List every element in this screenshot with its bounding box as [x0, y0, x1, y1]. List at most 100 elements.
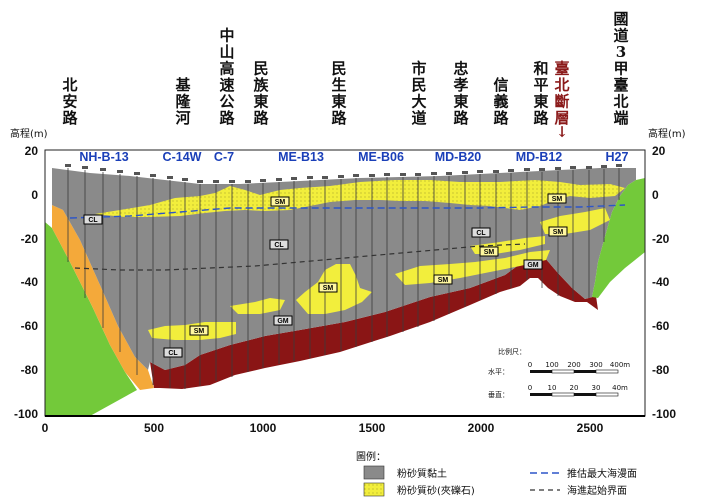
x-tick-2000: 2000 — [468, 421, 495, 435]
gm-label-2: GM — [527, 262, 538, 269]
y-axis-ticks-left: 20 0 -20 -40 -60 -80 -100 — [14, 144, 38, 421]
road-label-1: 北安路 — [62, 76, 78, 127]
sm-label-7: SM — [194, 328, 205, 335]
y-tick-left-m40: -40 — [21, 275, 39, 289]
h-scale-tick-2: 200 — [567, 361, 580, 369]
borehole-cap-12 — [245, 180, 251, 183]
borehole-cap-21 — [384, 173, 390, 176]
v-scale-tick-0: 0 — [528, 384, 532, 392]
x-tick-1500: 1500 — [359, 421, 386, 435]
borehole-cap-35 — [601, 165, 607, 168]
cl-box-4 — [163, 347, 183, 358]
cl-label-2: CL — [274, 242, 284, 249]
sm-box-1 — [270, 196, 290, 207]
sm-box-6 — [318, 282, 338, 293]
borehole-label-6: MD-B20 — [435, 150, 482, 164]
y-tick-right-m20: -20 — [652, 232, 670, 246]
borehole-cap-13 — [260, 179, 266, 182]
borehole-cap-24 — [431, 172, 437, 175]
borehole-cap-6 — [150, 174, 156, 177]
v-scale-tick-2: 20 — [570, 384, 579, 392]
cl-box-2 — [269, 239, 289, 250]
y-tick-left-m60: -60 — [21, 319, 39, 333]
borehole-cap-9 — [197, 180, 203, 183]
legend-clay-swatch — [363, 465, 385, 480]
cl-label-4: CL — [168, 350, 178, 357]
left-axis-title: 高程(m) — [10, 127, 48, 140]
borehole-cap-19 — [353, 174, 359, 177]
h-scale-tick-0: 0 — [528, 361, 532, 369]
sm-box-2 — [547, 193, 567, 204]
borehole-cap-31 — [539, 168, 545, 171]
road-label-7: 忠孝東路 — [452, 60, 469, 128]
borehole-cap-16 — [307, 176, 313, 179]
borehole-cap-5 — [134, 172, 140, 175]
borehole-cap-27 — [477, 170, 483, 173]
horizontal-scale-bar — [530, 369, 619, 374]
sand-lens-small — [230, 298, 285, 314]
y-tick-right-0: 0 — [652, 188, 659, 202]
sm-label-4: SM — [484, 249, 495, 256]
fault-arrow: ↓ — [556, 123, 569, 141]
sm-box-7 — [189, 325, 209, 336]
h-scale-tick-3: 300 — [589, 361, 602, 369]
road-label-3: 中山高速公路 — [219, 27, 235, 128]
v-scale-tick-4: 40m — [612, 384, 628, 392]
borehole-cap-8 — [182, 178, 188, 181]
road-label-2: 基隆河 — [174, 76, 191, 127]
sm-label-3: SM — [553, 229, 564, 236]
x-tick-0: 0 — [42, 421, 49, 435]
borehole-cap-30 — [524, 168, 530, 171]
borehole-cap-32 — [555, 167, 561, 170]
gm-box-2 — [523, 259, 543, 270]
borehole-cap-28 — [493, 170, 499, 173]
v-scale-tick-3: 30 — [592, 384, 601, 392]
gm-box-1 — [273, 315, 293, 326]
borehole-label-4: ME-B13 — [278, 150, 324, 164]
soil-labels: CL CL CL CL SM SM SM SM SM SM SM GM GM — [83, 193, 568, 358]
sm-box-4 — [479, 246, 499, 257]
borehole-labels: NH-B-13 C-14W C-7 ME-B13 ME-B06 MD-B20 M… — [79, 150, 628, 164]
borehole-cap-3 — [100, 168, 106, 171]
borehole-cap-36 — [616, 164, 622, 167]
borehole-cap-2 — [82, 166, 88, 169]
borehole-cap-34 — [586, 166, 592, 169]
legend: 圖例： 粉砂質黏土 粉砂質砂(夾礫石) 推估最大海漫面 海進起始界面 — [356, 450, 637, 497]
borehole-cap-29 — [508, 169, 514, 172]
legend-transgression-label: 海進起始界面 — [567, 484, 627, 497]
borehole-label-3: C-7 — [214, 150, 234, 164]
y-tick-left-20: 20 — [25, 144, 39, 158]
y-tick-right-m40: -40 — [652, 275, 670, 289]
sm-label-6: SM — [323, 285, 334, 292]
borehole-cap-18 — [338, 175, 344, 178]
y-tick-left-0: 0 — [31, 188, 38, 202]
borehole-cap-22 — [400, 173, 406, 176]
road-label-10: 臺北斷層 — [554, 60, 569, 128]
borehole-cap-1 — [65, 164, 71, 167]
borehole-label-8: H27 — [606, 150, 629, 164]
bedrock-left — [45, 222, 137, 416]
borehole-label-5: ME-B06 — [358, 150, 404, 164]
borehole-cap-10 — [213, 180, 219, 183]
sm-label-5: SM — [438, 277, 449, 284]
borehole-cap-23 — [415, 173, 421, 176]
y-tick-left-m100: -100 — [14, 407, 38, 421]
borehole-cap-33 — [570, 166, 576, 169]
vertical-scale-bar — [530, 392, 619, 397]
borehole-cap-4 — [117, 170, 123, 173]
scale-block: 比例尺： 水平： 0 100 200 300 400m 垂直： 0 10 20 … — [488, 347, 630, 399]
y-tick-left-m80: -80 — [21, 363, 39, 377]
scale-horizontal-label: 水平： — [488, 367, 509, 376]
borehole-cap-7 — [167, 176, 173, 179]
borehole-cap-17 — [322, 176, 328, 179]
borehole-cap-26 — [462, 171, 468, 174]
borehole-cap-25 — [446, 172, 452, 175]
cl-label-1: CL — [88, 217, 98, 224]
h-scale-tick-4: 400m — [610, 361, 630, 369]
y-tick-left-m20: -20 — [21, 232, 39, 246]
y-tick-right-m100: -100 — [652, 407, 676, 421]
sm-box-5 — [433, 274, 453, 285]
road-label-9: 和平東路 — [533, 60, 549, 128]
road-label-11: 國道 3 甲臺北端 — [613, 10, 628, 127]
legend-title: 圖例： — [356, 450, 386, 463]
